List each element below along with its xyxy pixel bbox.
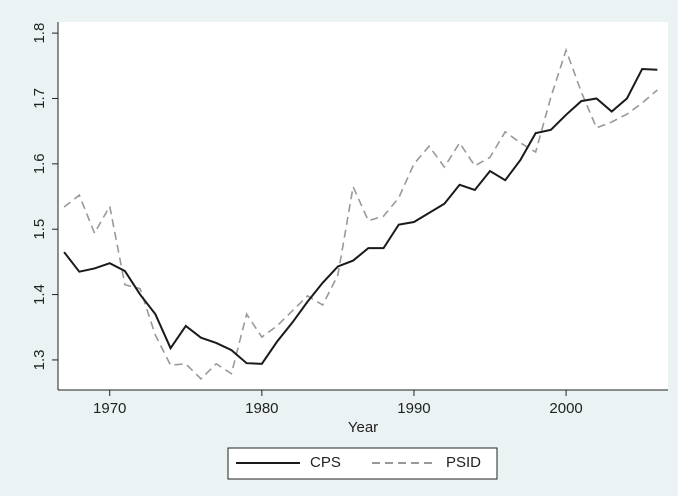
- y-tick-label: 1.4: [31, 284, 48, 305]
- y-tick-label: 1.3: [31, 350, 48, 371]
- y-tick-label: 1.8: [31, 23, 48, 44]
- y-tick-label: 1.6: [31, 153, 48, 174]
- x-tick-label: 1990: [397, 400, 430, 417]
- line-series: [63, 47, 658, 381]
- x-tick-label: 1980: [245, 400, 278, 417]
- plot-area: [58, 22, 668, 390]
- legend-label: PSID: [446, 454, 481, 471]
- legend-label: CPS: [310, 454, 341, 471]
- y-tick-label: 1.5: [31, 219, 48, 240]
- x-tick-label: 1970: [93, 400, 126, 417]
- y-tick-label: 1.7: [31, 88, 48, 109]
- x-axis-label: Year: [348, 419, 378, 436]
- line-series: [63, 68, 658, 365]
- x-tick-label: 2000: [549, 400, 582, 417]
